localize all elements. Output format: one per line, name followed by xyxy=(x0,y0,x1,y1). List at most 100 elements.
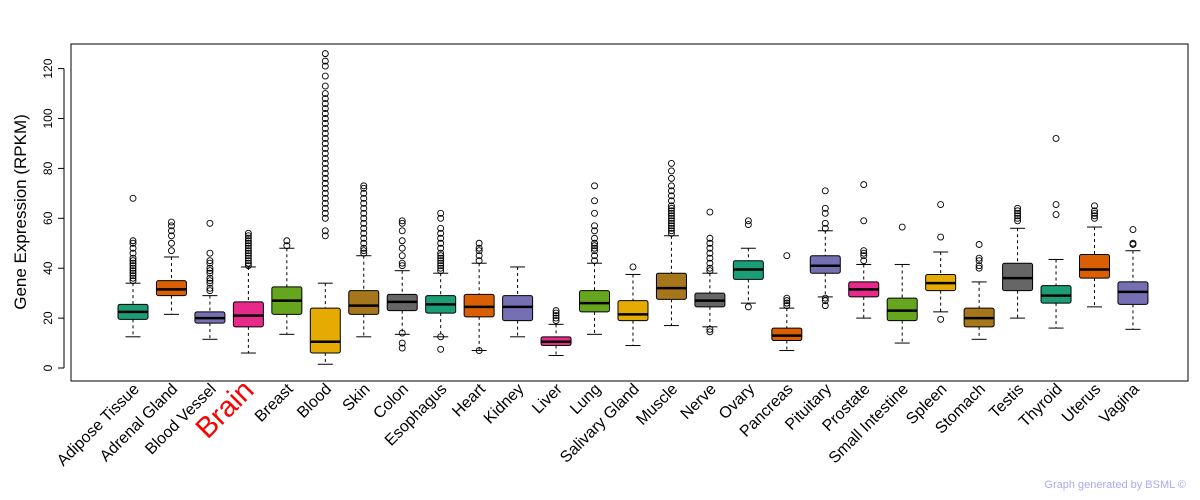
outlier-point xyxy=(667,219,675,227)
outlier-point xyxy=(1091,212,1098,220)
outlier-point xyxy=(244,237,252,245)
outlier-point xyxy=(437,252,445,260)
outlier-point xyxy=(321,139,329,147)
outlier-point xyxy=(1014,207,1022,215)
y-tick-label: 40 xyxy=(41,261,55,275)
outlier-point xyxy=(321,189,329,197)
outlier-point xyxy=(321,209,329,217)
outlier-point xyxy=(321,159,329,167)
outlier-point xyxy=(706,328,714,336)
outlier-point xyxy=(744,221,752,228)
outlier-point xyxy=(398,329,406,337)
outlier-point xyxy=(129,269,137,277)
outlier-point xyxy=(321,204,329,212)
outlier-point xyxy=(206,257,214,265)
outlier-point xyxy=(206,219,214,227)
outlier-point xyxy=(321,169,329,177)
outlier-point xyxy=(168,218,175,226)
outlier-point xyxy=(206,274,214,282)
outlier-point xyxy=(706,244,714,252)
outlier-point xyxy=(552,307,560,315)
outlier-point xyxy=(552,309,560,317)
outlier-point xyxy=(437,229,445,237)
outlier-point xyxy=(321,227,329,235)
outlier-point xyxy=(129,274,137,282)
box-esophagus xyxy=(425,209,457,353)
iqr-box xyxy=(1079,253,1110,279)
outlier-point xyxy=(206,259,214,267)
outlier-point xyxy=(321,82,329,90)
outlier-point xyxy=(206,269,214,277)
box-stomach xyxy=(963,241,995,340)
outlier-point xyxy=(552,314,560,322)
box-muscle xyxy=(655,159,687,327)
credit-text: Graph generated by BSML © xyxy=(1044,479,1186,491)
outlier-point xyxy=(206,277,214,285)
outlier-point xyxy=(937,233,945,241)
outlier-point xyxy=(821,204,829,212)
outlier-point xyxy=(667,167,675,175)
outlier-point xyxy=(437,209,445,217)
box-blood xyxy=(309,50,341,365)
outlier-point xyxy=(244,262,252,270)
outlier-point xyxy=(437,249,445,257)
outlier-point xyxy=(591,242,598,250)
outlier-point xyxy=(244,232,252,240)
outlier-point xyxy=(860,252,868,260)
box-prostate xyxy=(848,181,880,319)
outlier-point xyxy=(821,187,829,195)
outlier-point xyxy=(552,312,560,320)
outlier-point xyxy=(129,262,137,270)
outlier-point xyxy=(975,241,983,248)
outlier-point xyxy=(1091,214,1098,222)
outlier-point xyxy=(321,62,329,70)
outlier-point xyxy=(975,264,983,272)
outlier-point xyxy=(129,244,137,252)
outlier-point xyxy=(744,303,752,311)
outlier-point xyxy=(937,315,945,323)
outlier-point xyxy=(706,267,714,275)
outlier-point xyxy=(898,223,906,231)
y-tick-label: 120 xyxy=(41,58,55,78)
outlier-point xyxy=(398,219,406,227)
outlier-point xyxy=(244,244,252,252)
outlier-point xyxy=(667,192,675,200)
outlier-point xyxy=(437,239,445,247)
outlier-point xyxy=(1052,135,1060,142)
outlier-point xyxy=(360,247,368,255)
box-salivary-gland xyxy=(617,263,649,347)
outlier-point xyxy=(129,239,137,247)
outlier-point xyxy=(321,50,329,58)
plot-frame xyxy=(70,43,1189,382)
outlier-point xyxy=(667,224,675,232)
outlier-point xyxy=(168,247,175,255)
outlier-point xyxy=(398,237,406,245)
outlier-point xyxy=(321,164,329,172)
box-kidney xyxy=(502,266,534,338)
outlier-point xyxy=(321,57,329,65)
box-pancreas xyxy=(771,252,803,352)
outlier-point xyxy=(129,272,137,280)
outlier-point xyxy=(321,154,329,162)
box-testis xyxy=(1002,204,1034,319)
outlier-point xyxy=(1091,202,1098,210)
outlier-point xyxy=(360,249,368,257)
box-ovary xyxy=(732,217,764,311)
outlier-point xyxy=(821,297,829,305)
outlier-point xyxy=(129,267,137,275)
box-spleen xyxy=(925,201,957,323)
iqr-box xyxy=(309,307,341,354)
y-tick-label: 20 xyxy=(41,311,55,325)
outlier-point xyxy=(706,325,714,333)
outlier-point xyxy=(244,257,252,265)
outlier-point xyxy=(398,344,406,352)
outlier-point xyxy=(437,254,445,262)
box-breast xyxy=(271,237,303,335)
outlier-point xyxy=(244,252,252,260)
outlier-point xyxy=(1014,204,1022,212)
outlier-point xyxy=(206,284,214,292)
outlier-point xyxy=(552,317,560,325)
x-tick-label: Blood xyxy=(294,381,335,422)
outlier-point xyxy=(783,252,791,260)
outlier-point xyxy=(360,209,368,217)
